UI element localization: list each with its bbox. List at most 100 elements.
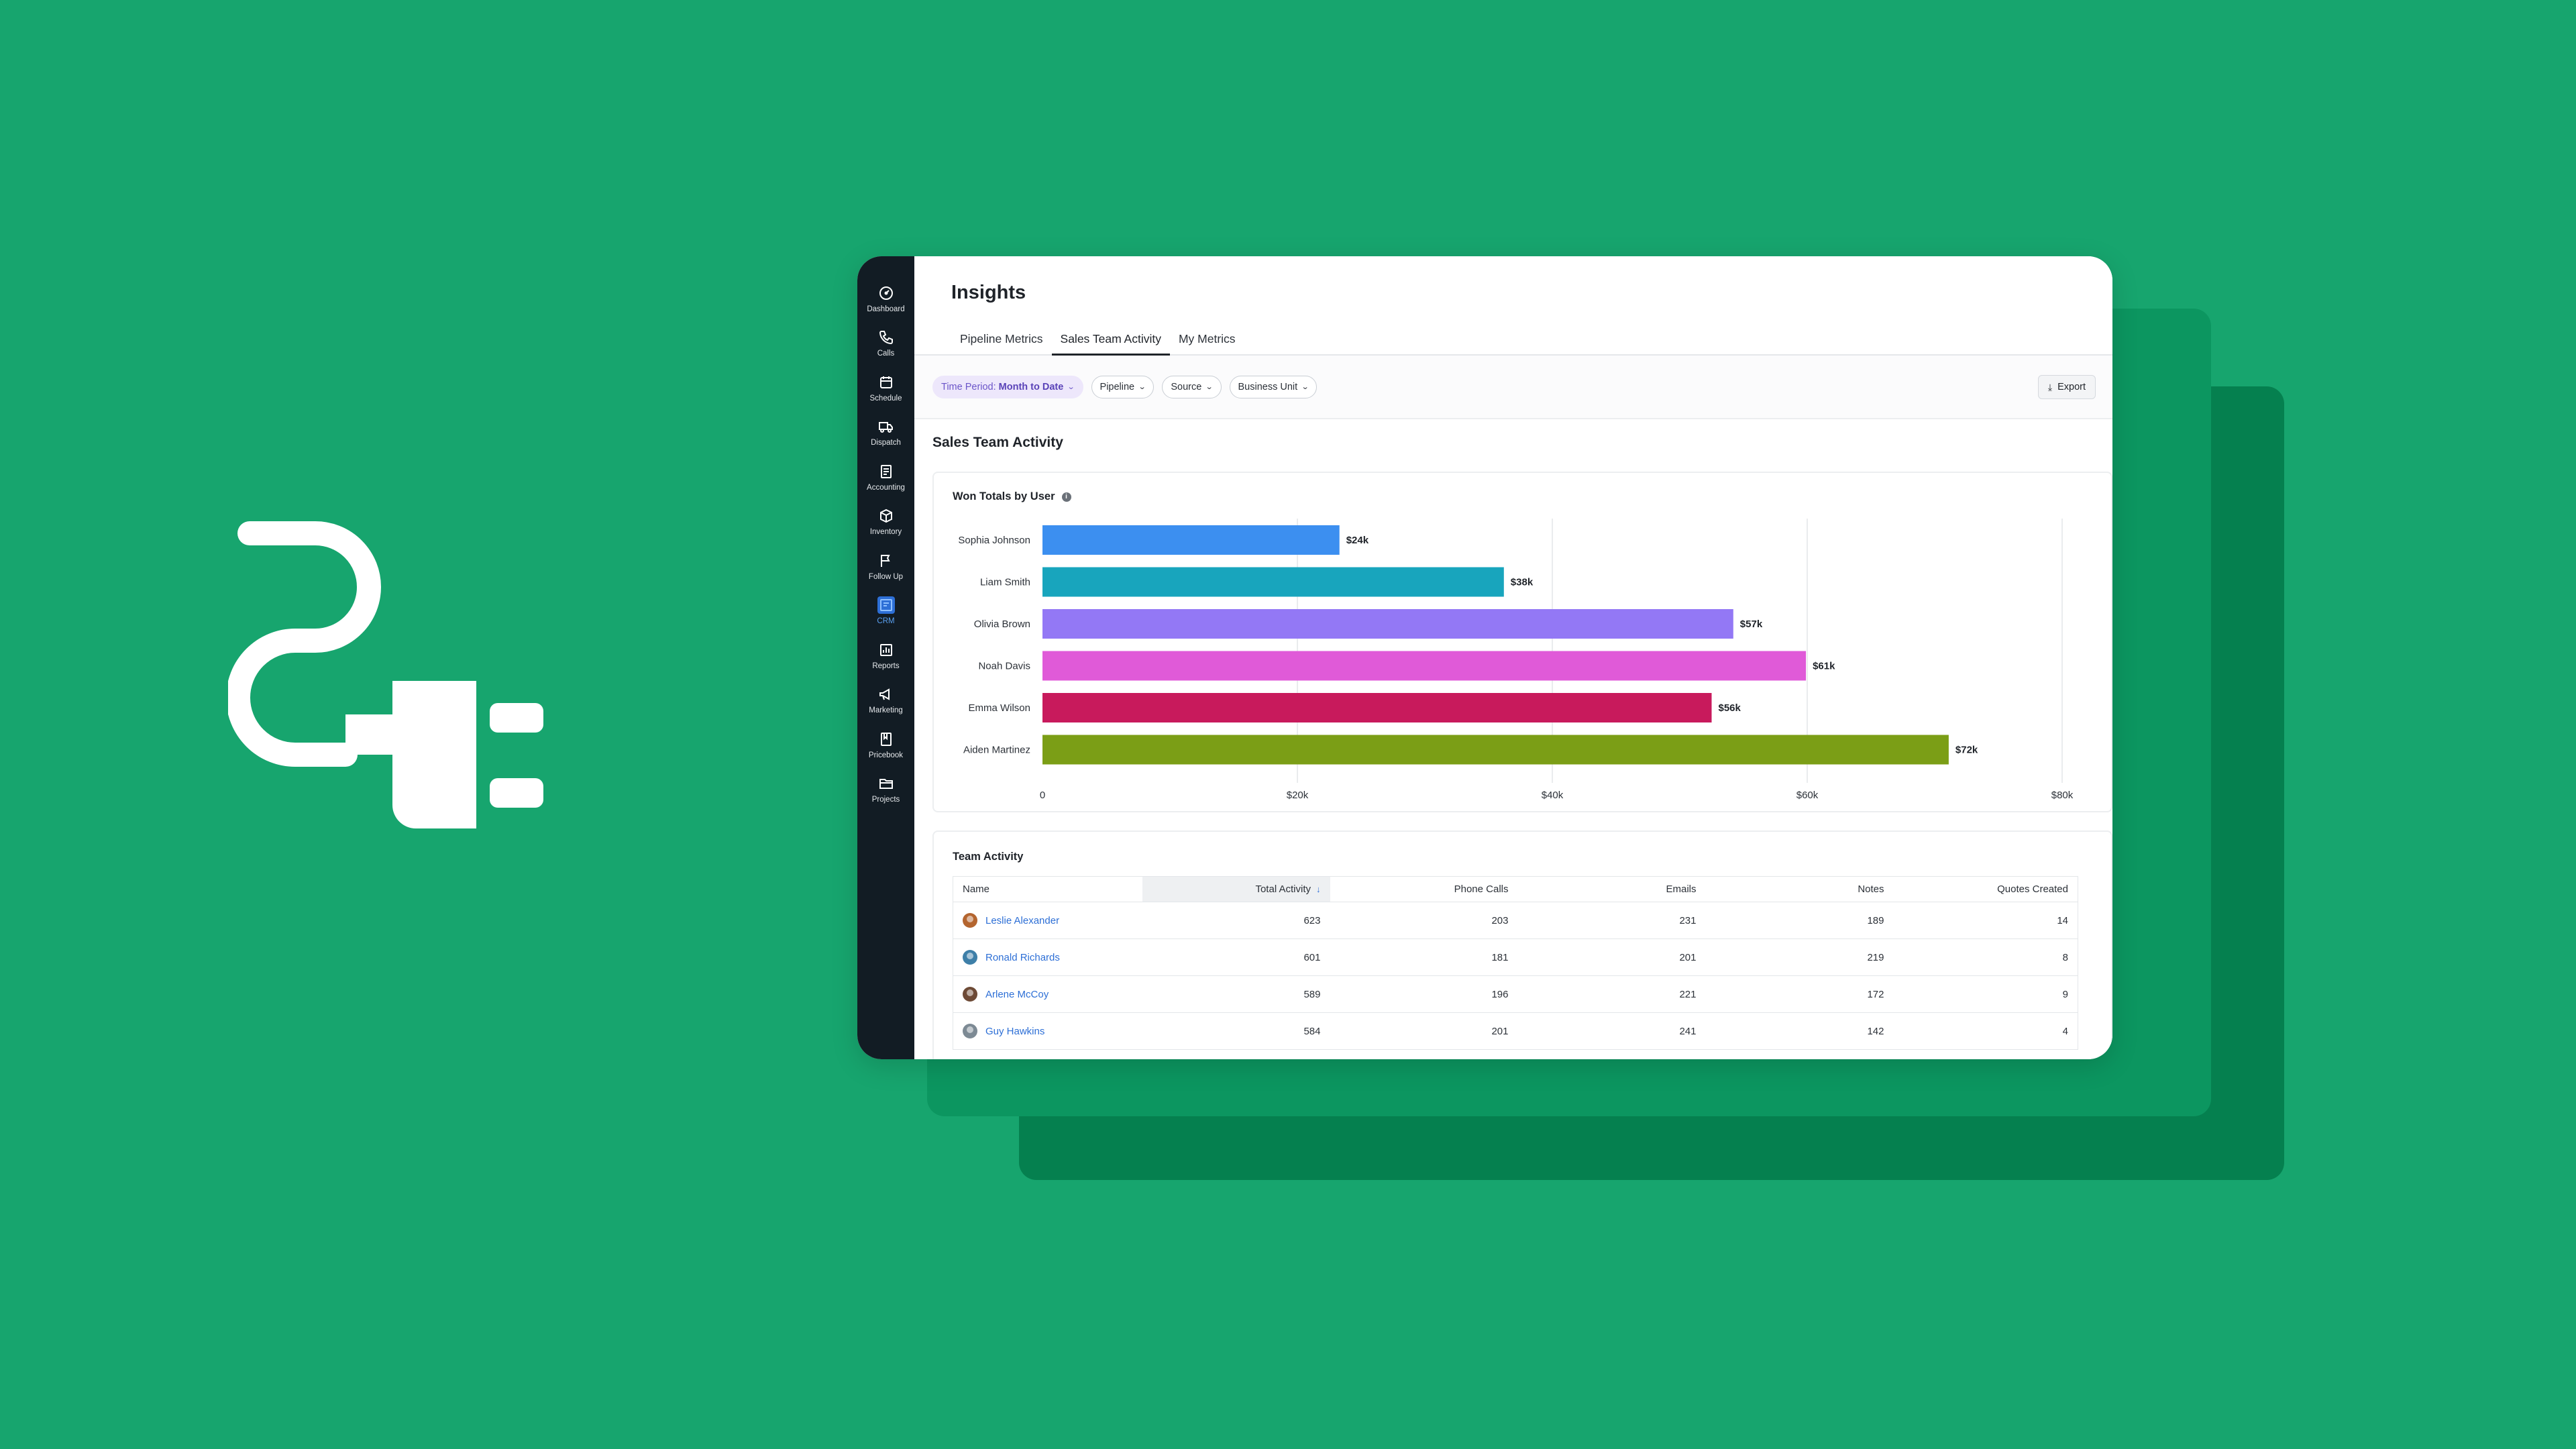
column-header-phone-calls[interactable]: Phone Calls — [1330, 876, 1518, 902]
cell-quotes-created: 9 — [1893, 975, 2078, 1013]
sidebar-item-dashboard[interactable]: Dashboard — [857, 276, 914, 321]
sidebar-item-label: Calls — [877, 350, 895, 358]
dashboard-icon — [877, 284, 895, 302]
data-label: $72k — [1955, 745, 1978, 756]
cell-notes: 219 — [1705, 938, 1894, 976]
sidebar-item-follow-up[interactable]: Follow Up — [857, 544, 914, 589]
cell-notes: 189 — [1705, 902, 1894, 939]
avatar — [963, 1024, 977, 1038]
sidebar-item-reports[interactable]: Reports — [857, 633, 914, 678]
box-icon — [877, 507, 895, 525]
sidebar-item-inventory[interactable]: Inventory — [857, 500, 914, 545]
sidebar-item-label: Accounting — [867, 483, 905, 492]
cell-total-activity: 584 — [1142, 1012, 1330, 1050]
business-unit-filter-label: Business Unit — [1238, 381, 1298, 392]
avatar — [963, 987, 977, 1002]
cell-emails: 231 — [1517, 902, 1706, 939]
cell-name: Leslie Alexander — [953, 902, 1142, 939]
sidebar-item-crm[interactable]: CRM — [857, 589, 914, 634]
reports-icon — [877, 641, 895, 659]
y-tick-label: Liam Smith — [980, 577, 1030, 588]
cell-name: Ronald Richards — [953, 938, 1142, 976]
tab-bar: Pipeline Metrics Sales Team Activity My … — [951, 325, 1244, 356]
sidebar-item-accounting[interactable]: Accounting — [857, 455, 914, 500]
sidebar-item-schedule[interactable]: Schedule — [857, 366, 914, 411]
sidebar-item-label: Pricebook — [868, 751, 904, 759]
cell-total-activity: 601 — [1142, 938, 1330, 976]
user-link[interactable]: Ronald Richards — [985, 951, 1060, 963]
data-label: $56k — [1719, 702, 1741, 714]
source-filter[interactable]: Source ⌄ — [1162, 375, 1222, 398]
cell-emails: 221 — [1517, 975, 1706, 1013]
bar-olivia-brown[interactable] — [1042, 609, 1733, 639]
sidebar-item-label: CRM — [877, 617, 895, 626]
phone-icon — [877, 329, 895, 346]
page-header: Insights Pipeline Metrics Sales Team Act… — [914, 256, 2112, 356]
app-window: Dashboard Calls Schedule Dispatch Accounting… — [857, 256, 2112, 1059]
sidebar-item-label: Marketing — [869, 706, 903, 715]
sidebar-item-projects[interactable]: Projects — [857, 767, 914, 812]
bar-sophia-johnson[interactable] — [1042, 525, 1340, 555]
book-icon — [877, 731, 895, 748]
time-period-value: Month to Date — [998, 381, 1064, 392]
tab-pipeline-metrics[interactable]: Pipeline Metrics — [960, 332, 1043, 345]
x-tick-label: $40k — [1542, 790, 1564, 801]
calendar-icon — [877, 374, 895, 391]
column-header-emails[interactable]: Emails — [1517, 876, 1706, 902]
x-tick-label: $60k — [1796, 790, 1819, 801]
y-tick-label: Sophia Johnson — [958, 535, 1030, 546]
cell-quotes-created: 14 — [1893, 902, 2078, 939]
truck-icon — [877, 418, 895, 435]
bar-emma-wilson[interactable] — [1042, 693, 1712, 722]
business-unit-filter[interactable]: Business Unit ⌄ — [1229, 375, 1318, 398]
column-header-name[interactable]: Name — [953, 876, 1142, 902]
x-tick-label: $80k — [2051, 790, 2074, 801]
tab-my-metrics[interactable]: My Metrics — [1178, 332, 1236, 345]
sidebar-item-label: Schedule — [869, 394, 902, 402]
column-header-total-activity[interactable]: Total Activity ↓ — [1142, 876, 1330, 902]
folder-icon — [877, 775, 895, 792]
sidebar-item-label: Follow Up — [868, 572, 904, 581]
avatar — [963, 950, 977, 965]
user-link[interactable]: Arlene McCoy — [985, 988, 1049, 1000]
bar-liam-smith[interactable] — [1042, 567, 1504, 597]
cell-name: Arlene McCoy — [953, 975, 1142, 1013]
chevron-down-icon: ⌄ — [1138, 383, 1146, 391]
pipeline-filter[interactable]: Pipeline ⌄ — [1091, 375, 1155, 398]
data-label: $61k — [1813, 661, 1835, 672]
team-activity-card: Team Activity Name Total Activity ↓ Phone… — [932, 830, 2112, 1059]
info-icon[interactable]: i — [1061, 492, 1071, 502]
sidebar-item-label: Dashboard — [867, 305, 905, 313]
export-button[interactable]: ⤓ Export — [2037, 375, 2096, 399]
column-header-quotes-created[interactable]: Quotes Created — [1893, 876, 2078, 902]
sidebar-item-label: Dispatch — [871, 439, 901, 447]
bar-noah-davis[interactable] — [1042, 651, 1807, 681]
cell-phone-calls: 201 — [1330, 1012, 1518, 1050]
cell-quotes-created: 4 — [1893, 1012, 2078, 1050]
cell-phone-calls: 181 — [1330, 938, 1518, 976]
chart-title: Won Totals by User i — [953, 490, 1071, 503]
chevron-down-icon: ⌄ — [1067, 383, 1075, 391]
user-link[interactable]: Guy Hawkins — [985, 1025, 1045, 1037]
sidebar-item-label: Reports — [872, 661, 900, 670]
sidebar-item-calls[interactable]: Calls — [857, 321, 914, 366]
chevron-down-icon: ⌄ — [1205, 383, 1214, 391]
sidebar-item-marketing[interactable]: Marketing — [857, 678, 914, 723]
sidebar-item-pricebook[interactable]: Pricebook — [857, 722, 914, 767]
x-tick-label: $20k — [1287, 790, 1309, 801]
export-label: Export — [2057, 382, 2086, 392]
cell-notes: 172 — [1705, 975, 1894, 1013]
time-period-filter[interactable]: Time Period: Month to Date ⌄ — [932, 375, 1083, 398]
sidebar-item-dispatch[interactable]: Dispatch — [857, 411, 914, 455]
x-tick-label: 0 — [1040, 790, 1045, 801]
table-row: Guy Hawkins 584 201 241 142 4 — [953, 1012, 2078, 1050]
y-tick-label: Olivia Brown — [974, 619, 1030, 630]
column-header-notes[interactable]: Notes — [1705, 876, 1894, 902]
plug-icon — [228, 521, 543, 828]
cell-emails: 201 — [1517, 938, 1706, 976]
bar-aiden-martinez[interactable] — [1042, 735, 1949, 765]
cell-emails: 241 — [1517, 1012, 1706, 1050]
tab-sales-team-activity[interactable]: Sales Team Activity — [1051, 325, 1170, 356]
table-row: Ronald Richards 601 181 201 219 8 — [953, 938, 2078, 976]
user-link[interactable]: Leslie Alexander — [985, 914, 1060, 926]
